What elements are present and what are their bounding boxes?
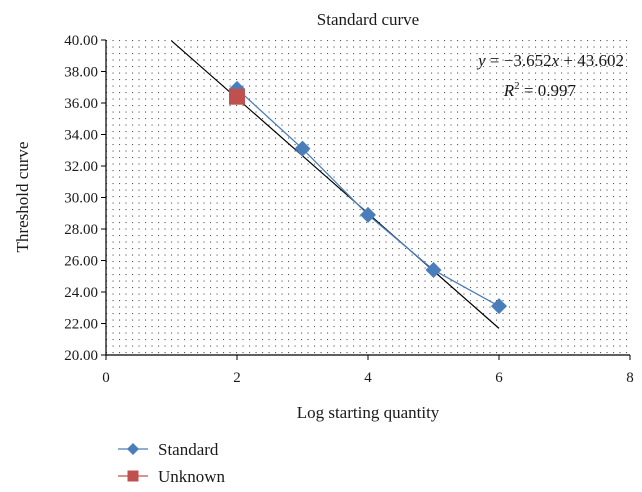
standard-data-point: [491, 298, 507, 315]
series-group: [229, 80, 507, 315]
x-tick-label: 8: [626, 370, 634, 386]
legend-unknown-marker: [127, 470, 139, 482]
x-tick-label: 0: [102, 370, 110, 386]
standard-data-point: [425, 261, 442, 278]
legend-standard-marker: [127, 443, 139, 455]
y-tick-label: 34.00: [64, 128, 98, 144]
standard-data-point: [360, 206, 376, 223]
y-tick-label: 24.00: [64, 285, 98, 301]
unknown-data-point: [229, 88, 245, 105]
legend-unknown-label: Unknown: [158, 467, 226, 486]
x-tick-label: 4: [364, 370, 372, 386]
x-axis-label: Log starting quantity: [297, 403, 440, 422]
x-tick-label: 6: [495, 370, 503, 386]
r-squared-label: R2 = 0.997: [503, 80, 577, 100]
trendline-equation: y = −3.652x + 43.602: [476, 51, 624, 70]
y-tick-label: 30.00: [64, 191, 98, 207]
y-tick-label: 28.00: [64, 222, 98, 238]
y-axis-label: Threshold curve: [13, 142, 32, 253]
standard-data-point: [294, 140, 311, 157]
y-tick-label: 40.00: [64, 33, 98, 49]
y-tick-label: 32.00: [64, 159, 98, 175]
legend-item-standard: Standard: [118, 440, 219, 459]
y-tick-label: 38.00: [64, 65, 98, 81]
y-axis-ticks: 20.00 22.00 24.00 26.00 28.00 30.00 32.00 34.00…: [64, 33, 106, 364]
chart-title: Standard curve: [317, 10, 419, 29]
trendline-group: [171, 40, 500, 329]
plot-area: [106, 40, 630, 355]
trendline: [171, 40, 500, 329]
legend-standard-label: Standard: [158, 440, 219, 459]
y-tick-label: 20.00: [64, 348, 98, 364]
legend: Standard Unknown: [118, 440, 226, 486]
legend-item-unknown: Unknown: [118, 467, 226, 486]
y-tick-label: 26.00: [64, 254, 98, 270]
x-axis-ticks: 0 2 4 6 8: [102, 355, 634, 386]
y-tick-label: 22.00: [64, 317, 98, 333]
x-tick-label: 2: [233, 370, 241, 386]
y-tick-label: 36.00: [64, 96, 98, 112]
